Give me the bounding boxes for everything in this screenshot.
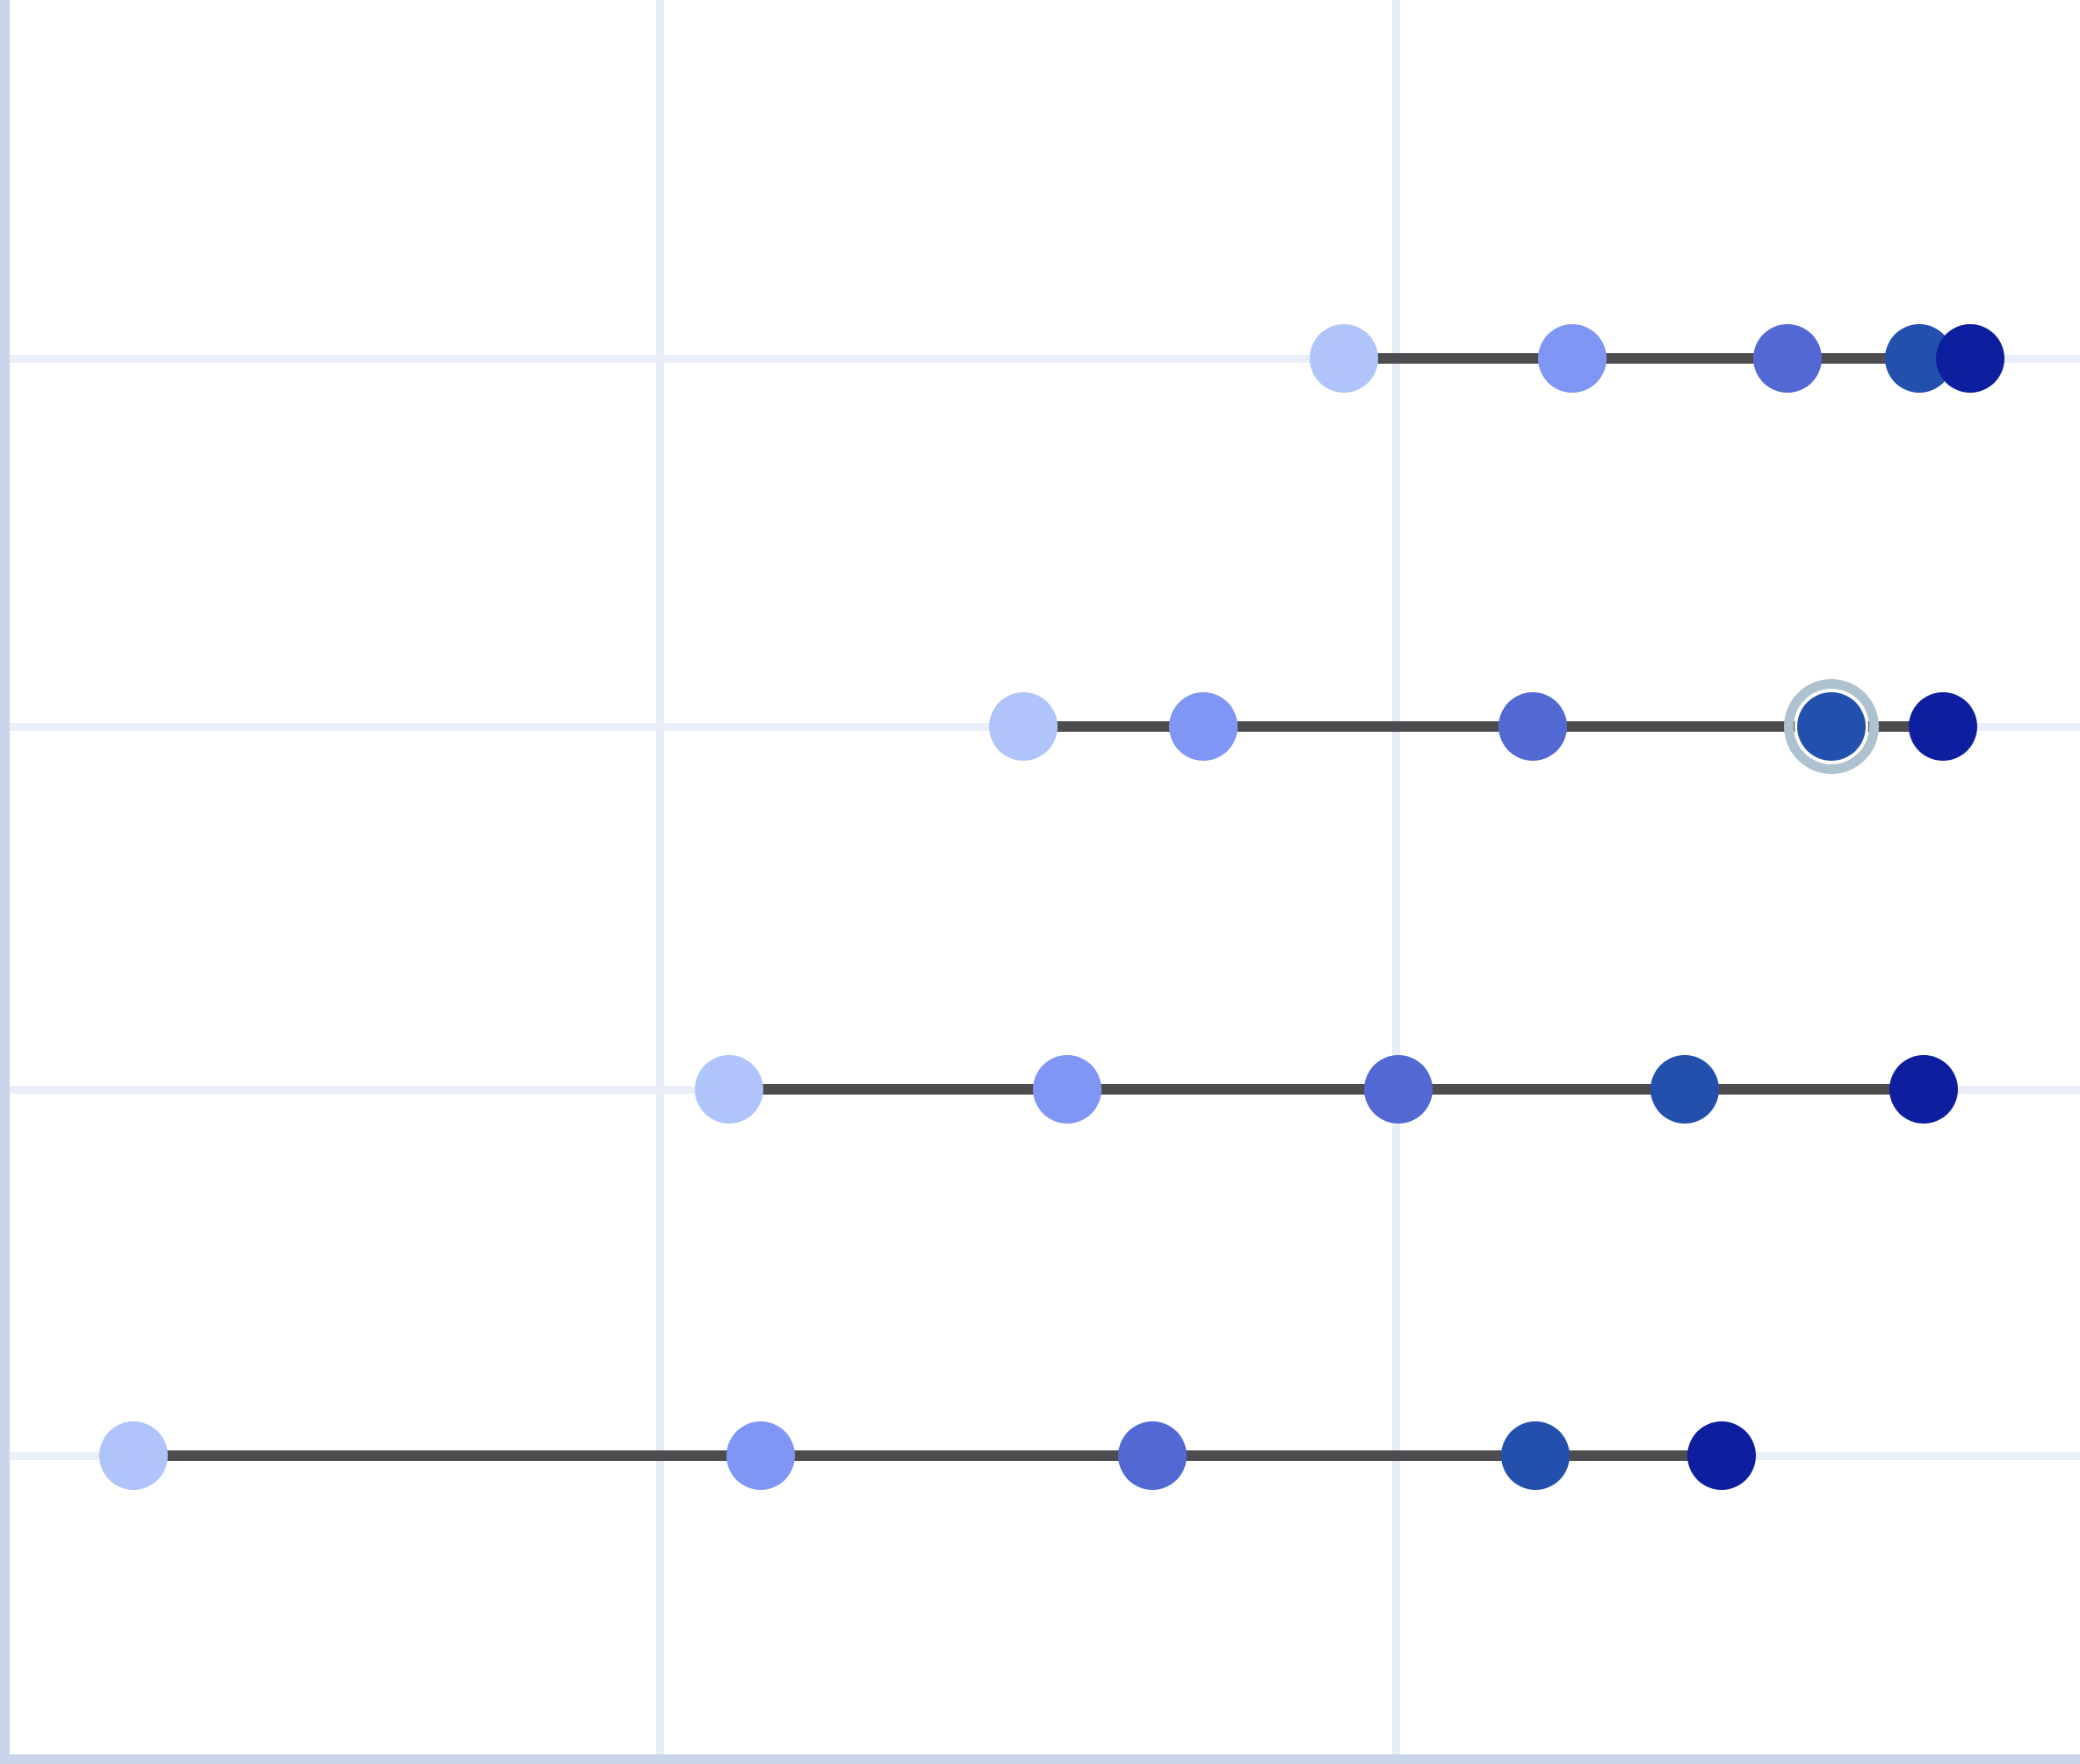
- gridline-vertical-1: [656, 0, 664, 1764]
- selection-ring: [1784, 679, 1879, 774]
- data-point-dot[interactable]: [1889, 1055, 1958, 1124]
- data-point-dot[interactable]: [1909, 692, 1977, 761]
- connector-line: [1344, 353, 1970, 364]
- connector-line: [134, 1450, 1722, 1461]
- data-point-dot[interactable]: [1364, 1055, 1433, 1124]
- gridline-horizontal-1: [0, 355, 2080, 363]
- data-point-dot[interactable]: [989, 692, 1058, 761]
- data-point-dot[interactable]: [1687, 1421, 1756, 1490]
- x-axis-line: [0, 1754, 2080, 1764]
- data-point-dot[interactable]: [1650, 1055, 1719, 1124]
- data-point-dot[interactable]: [1169, 692, 1238, 761]
- data-point-dot[interactable]: [1936, 324, 2004, 393]
- data-point-dot[interactable]: [1310, 324, 1378, 393]
- y-axis-line: [0, 0, 10, 1764]
- data-point-dot[interactable]: [1499, 692, 1567, 761]
- data-point-dot[interactable]: [1753, 324, 1822, 393]
- connector-line: [729, 1084, 1924, 1095]
- data-point-dot[interactable]: [1118, 1421, 1187, 1490]
- gridline-vertical-2: [1392, 0, 1400, 1764]
- data-point-dot[interactable]: [695, 1055, 763, 1124]
- data-point-dot[interactable]: [1501, 1421, 1570, 1490]
- data-point-dot[interactable]: [99, 1421, 168, 1490]
- data-point-dot[interactable]: [1797, 692, 1866, 761]
- connector-line: [1023, 721, 1943, 732]
- data-point-dot[interactable]: [726, 1421, 795, 1490]
- data-point-dot[interactable]: [1033, 1055, 1101, 1124]
- data-point-dot[interactable]: [1538, 324, 1607, 393]
